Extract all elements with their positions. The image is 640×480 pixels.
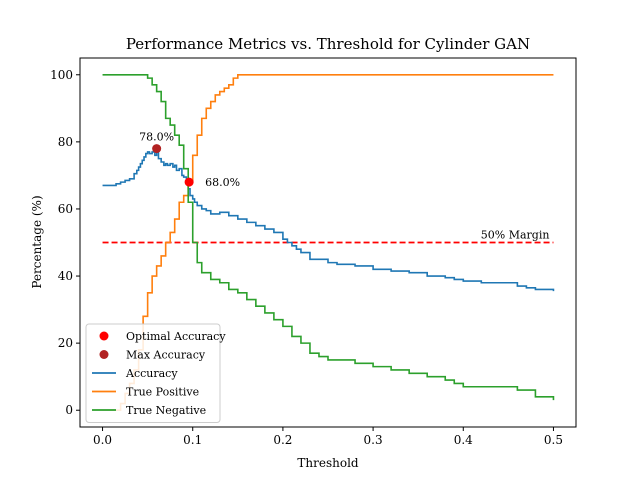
legend: Optimal Accuracy Max Accuracy Accuracy True… [85,323,226,423]
legend-label-true-negative: True Negative [126,404,206,417]
legend-label-max-accuracy: Max Accuracy [126,349,206,362]
plot-area [102,73,555,412]
series-line-accuracy [102,151,555,292]
legend-label-optimal-accuracy: Optimal Accuracy [126,330,226,343]
y-tick-label: 60 [58,202,73,216]
series-line-true-negative [102,73,555,401]
x-tick-label: 0.2 [273,433,292,447]
legend-label-accuracy: Accuracy [125,367,178,380]
x-axis-title: Threshold [297,456,359,470]
y-tick-label: 100 [50,68,73,82]
legend-marker-optimal-accuracy [99,331,109,341]
max-accuracy-annotation: 78.0% [139,131,174,144]
y-tick-label: 0 [65,403,73,417]
chart-title: Performance Metrics vs. Threshold for Cy… [126,35,530,53]
legend-label-true-positive: True Positive [126,386,199,399]
y-tick-label: 40 [58,269,73,283]
annotations: 78.0% 68.0% 50% Margin [139,131,549,242]
y-tick-label: 20 [58,336,73,350]
x-tick-label: 0.4 [454,433,473,447]
y-axis: 0 20 40 60 80 100 [50,68,80,417]
y-axis-title: Percentage (%) [30,195,44,288]
y-tick-label: 80 [58,135,73,149]
point-max-accuracy [152,144,162,154]
axes-frame [79,57,577,428]
legend-marker-max-accuracy [99,350,109,359]
x-tick-label: 0.1 [183,433,202,447]
x-tick-label: 0.3 [364,433,383,447]
legend-box [85,323,221,423]
reference-line-label: 50% Margin [481,229,550,242]
optimal-accuracy-annotation: 68.0% [205,176,240,189]
x-tick-label: 0.5 [544,433,563,447]
x-axis: 0.0 0.1 0.2 0.3 0.4 0.5 [93,427,563,447]
point-optimal-accuracy [184,177,194,187]
x-tick-label: 0.0 [93,433,112,447]
